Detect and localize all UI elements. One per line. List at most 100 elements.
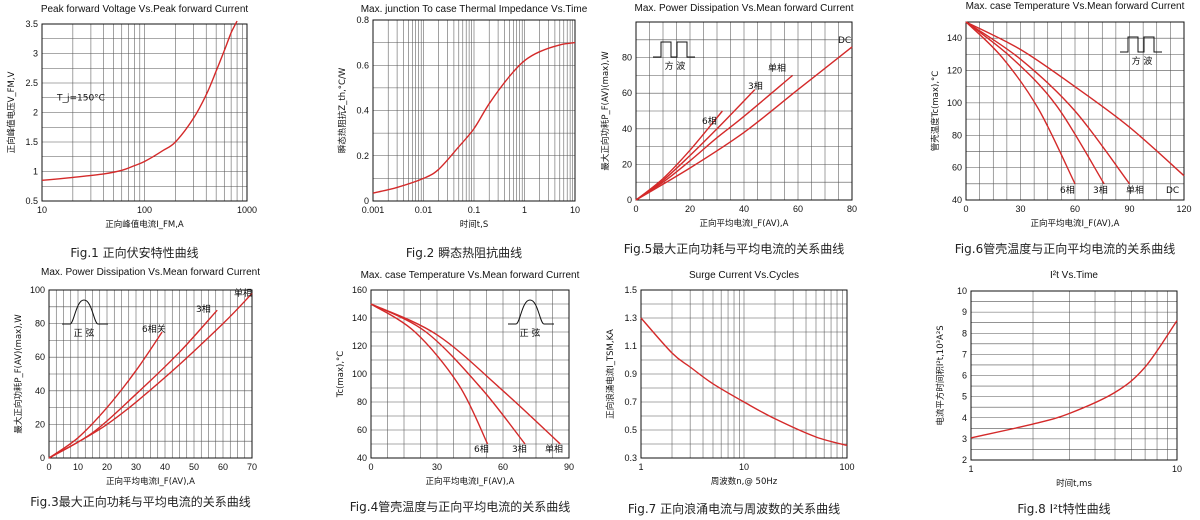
x-tick-label: 30 <box>1015 204 1025 214</box>
y-tick-label: 7 <box>962 349 967 359</box>
y-tick-label: 140 <box>947 33 962 43</box>
chart-c3: Max. Power Dissipation Vs.Mean forward C… <box>13 267 260 509</box>
y-tick-label: 100 <box>352 369 367 379</box>
x-tick-label: 10 <box>37 205 47 215</box>
x-tick-label: 40 <box>160 462 170 472</box>
series-line <box>635 46 853 201</box>
waveform-label: 方 波 <box>1132 55 1153 67</box>
y-tick-label: 100 <box>30 285 45 295</box>
x-tick-label: 20 <box>102 462 112 472</box>
y-tick-label: 0.5 <box>25 196 38 206</box>
y-tick-label: 60 <box>357 425 367 435</box>
y-tick-label: 80 <box>357 397 367 407</box>
series-line <box>41 20 238 182</box>
series-label: 3相 <box>1093 184 1108 196</box>
y-tick-label: 2.5 <box>25 78 38 88</box>
y-tick-label: 6 <box>962 371 967 381</box>
sine-wave-icon <box>62 299 108 325</box>
chart-c4: Max. case Temperature Vs.Mean forward Cu… <box>336 270 580 514</box>
series-label: 3相 <box>196 303 211 315</box>
x-tick-label: 0 <box>46 462 51 472</box>
y-tick-label: 0 <box>627 195 632 205</box>
x-tick-label: 80 <box>847 204 857 214</box>
x-tick-label: 30 <box>131 462 141 472</box>
y-tick-label: 0.8 <box>356 15 369 25</box>
series-line <box>965 21 1076 185</box>
y-tick-label: 0.5 <box>624 425 637 435</box>
x-tick-label: 10 <box>1172 464 1182 474</box>
chart-title: Max. Power Dissipation Vs.Mean forward C… <box>635 3 854 14</box>
series-label: 6相 <box>474 443 489 455</box>
x-tick-label: 0 <box>633 204 638 214</box>
y-tick-label: 0.4 <box>356 106 369 116</box>
y-tick-label: 0 <box>364 196 369 206</box>
series-line <box>965 21 1105 185</box>
x-tick-label: 70 <box>247 462 257 472</box>
plot-frame <box>370 289 570 459</box>
figure-caption: Fig.7 正向浪涌电流与周波数的关系曲线 <box>628 501 840 516</box>
y-tick-label: 0.9 <box>624 369 637 379</box>
series-line <box>635 74 794 201</box>
x-axis-label: 正向平均电流I_F(AV),A <box>426 476 515 487</box>
figure-caption: Fig.3最大正向功耗与平均电流的关系曲线 <box>30 494 250 509</box>
series-label: 单相 <box>768 62 786 74</box>
y-tick-label: 4 <box>962 413 967 423</box>
sine-wave-icon <box>508 299 554 325</box>
y-tick-label: 0 <box>40 453 45 463</box>
x-tick-label: 90 <box>1124 204 1134 214</box>
y-tick-label: 1.5 <box>624 285 637 295</box>
square-wave-icon <box>653 41 695 58</box>
x-tick-label: 1 <box>522 205 527 215</box>
figure-caption: Fig.4管壳温度与正向平均电流的关系曲线 <box>350 499 570 514</box>
series-line <box>635 89 756 201</box>
x-tick-label: 50 <box>189 462 199 472</box>
series-line <box>640 317 848 447</box>
y-tick-label: 40 <box>622 124 632 134</box>
y-tick-label: 2 <box>962 455 967 465</box>
y-tick-label: 3 <box>962 434 967 444</box>
y-axis-label: 正向浪涌电流I_TSM,KA <box>605 329 616 419</box>
chart-c2: Max. junction To case Thermal Impedance … <box>337 4 588 260</box>
y-tick-label: 1 <box>33 167 38 177</box>
y-tick-label: 100 <box>947 98 962 108</box>
y-tick-label: 9 <box>962 307 967 317</box>
series-label: 3相 <box>512 443 527 455</box>
y-tick-label: 2 <box>33 108 38 118</box>
y-tick-label: 60 <box>622 88 632 98</box>
x-tick-label: 0.01 <box>415 205 433 215</box>
x-tick-label: 10 <box>739 462 749 472</box>
series-label: DC <box>838 36 851 46</box>
series-line <box>965 21 1131 185</box>
series-label: 6相关 <box>142 323 166 335</box>
x-tick-label: 0.1 <box>468 205 481 215</box>
x-axis-label: 时间t,S <box>460 219 488 230</box>
y-axis-label: 正向峰值电压V_FM,V <box>6 71 17 153</box>
grid <box>971 291 1177 460</box>
y-tick-label: 8 <box>962 328 967 338</box>
y-tick-label: 60 <box>35 352 45 362</box>
y-tick-label: 140 <box>352 313 367 323</box>
y-tick-label: 40 <box>952 195 962 205</box>
series-label: 6相 <box>1060 184 1075 196</box>
y-axis-label: 电流平方时间积I²t,10³A²S <box>935 325 946 425</box>
x-tick-label: 0 <box>368 462 373 472</box>
y-tick-label: 120 <box>947 66 962 76</box>
x-tick-label: 60 <box>218 462 228 472</box>
y-tick-label: 1.3 <box>624 313 637 323</box>
series-line <box>372 41 576 194</box>
grid <box>49 290 252 458</box>
y-tick-label: 80 <box>35 319 45 329</box>
y-tick-label: 0.3 <box>624 453 637 463</box>
y-tick-label: 120 <box>352 341 367 351</box>
figure-caption: Fig.1 正向伏安特性曲线 <box>70 245 198 260</box>
y-axis-label: 最大正向功耗P_F(AV)(max),W <box>13 314 24 434</box>
figure-caption: Fig.8 I²t特性曲线 <box>1017 501 1110 516</box>
waveform-label: 正 弦 <box>74 327 95 339</box>
series-line <box>48 331 163 459</box>
plot-frame <box>965 21 1185 201</box>
annotation: T_j=150°C <box>56 94 105 104</box>
grid <box>641 290 847 458</box>
x-tick-label: 0 <box>963 204 968 214</box>
y-tick-label: 0.2 <box>356 151 369 161</box>
